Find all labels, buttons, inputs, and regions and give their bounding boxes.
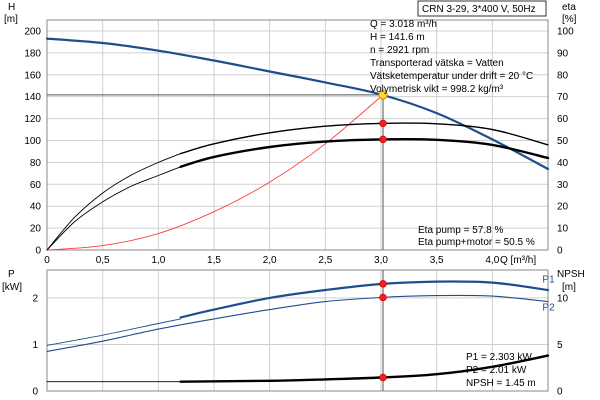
power-plot-frame <box>46 269 549 392</box>
series-label: P1 <box>542 275 555 286</box>
eta-tick-label: 80 <box>557 70 569 81</box>
eta-tick-label: 60 <box>557 114 569 125</box>
info-liquid: Transporterad vätska = Vatten <box>370 58 504 69</box>
head-tick-label: 40 <box>30 202 42 213</box>
duty-point-marker <box>378 90 388 100</box>
eta-tick-label: 70 <box>557 92 569 103</box>
info-density: Volymetrisk vikt = 998.2 kg/m³ <box>370 84 504 95</box>
flow-tick-label: 0 <box>44 255 50 266</box>
operating-point-marker <box>379 373 387 382</box>
flow-tick-label: 0,5 <box>96 255 110 266</box>
eta-tick-label: 50 <box>557 136 569 147</box>
p2-line <box>46 294 549 352</box>
eta-pump-line <box>179 122 549 155</box>
eta-tick-label: 30 <box>557 180 569 191</box>
eta-tick-label: 0 <box>557 246 563 257</box>
npsh-tick-label: 10 <box>557 293 569 304</box>
flow-tick-label: 2,5 <box>318 255 332 266</box>
operating-point-marker <box>379 280 387 288</box>
eta-pump-motor-thin-line <box>46 166 182 251</box>
power-tick-label: 1 <box>32 340 38 351</box>
performance-series <box>45 37 550 251</box>
operating-point-marker <box>379 119 387 128</box>
power-axis-unit: [kW] <box>2 282 22 293</box>
operating-point-marker <box>379 135 387 144</box>
info-flow: Q = 3.018 m³/h <box>370 19 437 30</box>
eta-pump-motor-line <box>179 137 550 168</box>
head-tick-label: 200 <box>24 26 41 37</box>
chart-title: CRN 3-29, 3*400 V, 50Hz <box>422 4 536 15</box>
npsh-tick-label: 0 <box>557 387 563 398</box>
eta-axis-label: eta <box>562 2 576 13</box>
head-tick-label: 120 <box>24 114 41 125</box>
system-curve-line <box>46 94 384 251</box>
head-tick-label: 140 <box>24 92 41 103</box>
power-tick-label: 2 <box>32 293 38 304</box>
head-tick-label: 0 <box>35 246 41 257</box>
head-tick-label: 20 <box>30 224 42 235</box>
info-eta-pump: Eta pump = 57.8 % <box>418 225 503 236</box>
info-speed: n = 2921 rpm <box>370 45 429 56</box>
npsh-axis-label: NPSH <box>557 269 585 280</box>
flow-tick-label: 3,5 <box>430 255 444 266</box>
chart-title-box <box>417 0 547 17</box>
head-tick-label: 80 <box>30 158 42 169</box>
eta-tick-label: 10 <box>557 224 569 235</box>
flow-tick-label: 4,0 <box>485 255 499 266</box>
flow-tick-label: 2,0 <box>263 255 277 266</box>
series-label: P2 <box>542 302 555 313</box>
info-npsh: NPSH = 1.45 m <box>466 378 536 389</box>
head-tick-label: 180 <box>24 48 41 59</box>
eta-axis-unit: [%] <box>562 14 577 25</box>
p1-thin-line <box>46 318 182 346</box>
flow-axis-label: Q [m³/h] <box>500 255 536 266</box>
eta-tick-label: 100 <box>557 26 574 37</box>
flow-tick-label: 1,5 <box>207 255 221 266</box>
power-axis-label: P <box>8 269 15 280</box>
npsh-tick-label: 5 <box>557 340 563 351</box>
operating-point-marker <box>379 293 387 302</box>
info-p2: P2 = 2.01 kW <box>466 365 527 376</box>
power-series: P1 P2 <box>46 270 555 391</box>
info-temperature: Vätsketemperatur under drift = 20 °C <box>370 71 533 82</box>
head-tick-label: 160 <box>24 70 41 81</box>
head-tick-label: 100 <box>24 136 41 147</box>
flow-tick-label: 3,0 <box>374 255 388 266</box>
info-eta-pump-motor: Eta pump+motor = 50.5 % <box>418 237 535 248</box>
head-tick-label: 60 <box>30 180 42 191</box>
info-p1: P1 = 2.303 kW <box>466 352 532 363</box>
p1-line <box>179 280 550 319</box>
eta-tick-label: 20 <box>557 202 569 213</box>
flow-tick-label: 1,0 <box>151 255 165 266</box>
npsh-axis-unit: [m] <box>562 282 576 293</box>
eta-pump-thin-line <box>46 153 182 251</box>
eta-tick-label: 90 <box>557 48 569 59</box>
info-head: H = 141.6 m <box>370 32 425 43</box>
eta-tick-label: 40 <box>557 158 569 169</box>
head-axis-label: H <box>8 2 15 13</box>
performance-plot-frame <box>46 19 549 251</box>
head-axis-unit: [m] <box>4 14 18 25</box>
power-tick-label: 0 <box>32 387 38 398</box>
